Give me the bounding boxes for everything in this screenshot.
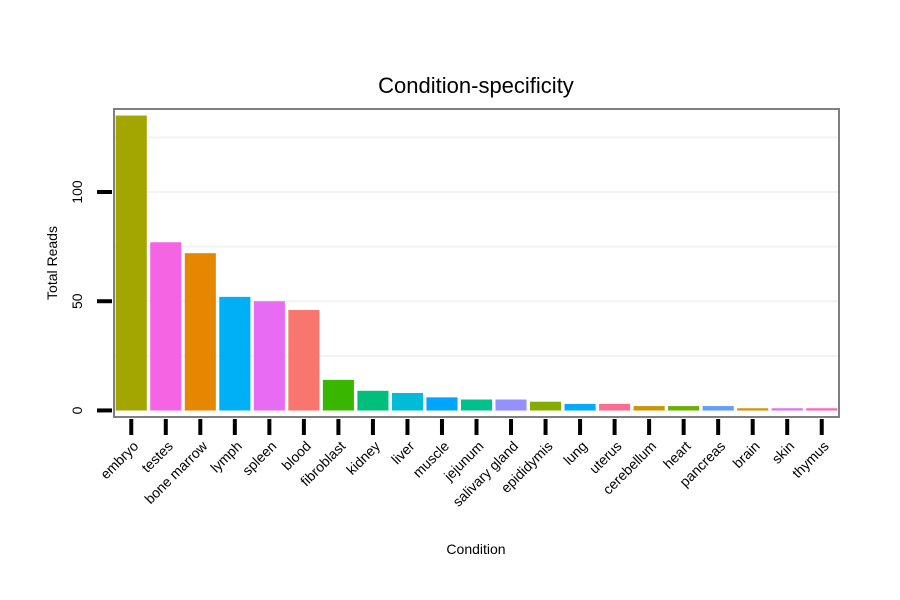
x-tick-label: embryo [97, 438, 141, 482]
bar-heart [668, 406, 700, 411]
bar-lung [564, 403, 596, 411]
y-tick-label: 0 [69, 406, 85, 414]
bar-lymph [219, 296, 251, 411]
y-tick-label: 100 [69, 180, 85, 204]
bar-cerebellum [633, 406, 665, 411]
bar-uterus [599, 403, 631, 411]
chart-title: Condition-specificity [378, 73, 574, 98]
bar-liver [391, 392, 423, 411]
bar-blood [288, 309, 320, 411]
bars [115, 115, 838, 411]
bar-jejunum [460, 399, 493, 411]
x-tick-label: spleen [239, 438, 279, 478]
bar-muscle [426, 397, 458, 411]
y-tick-label: 50 [69, 293, 85, 309]
bar-embryo [115, 115, 147, 411]
bar-spleen [253, 301, 285, 411]
bar-fibroblast [322, 379, 354, 411]
x-tick-label: lymph [207, 438, 245, 476]
x-tick-label: thymus [789, 438, 832, 481]
bar-brain [737, 408, 769, 411]
x-tick-label: lung [560, 438, 590, 468]
bar-kidney [357, 390, 389, 411]
x-tick-label: kidney [343, 438, 383, 478]
plot-panel-border [113, 108, 840, 418]
x-tick-label: skin [768, 438, 797, 467]
x-axis-title: Condition [446, 541, 505, 557]
bar-skin [771, 408, 803, 411]
bar-thymus [806, 408, 838, 411]
y-axis-title: Total Reads [44, 226, 60, 300]
bar-salivary-gland [495, 399, 527, 411]
bar-testes [150, 242, 182, 411]
x-tick-label: liver [388, 438, 418, 468]
bar-pancreas [702, 406, 734, 411]
y-axis: 0 50 100 [69, 180, 112, 414]
bar-epididymis [530, 401, 562, 411]
bar-bone-marrow [184, 253, 216, 411]
x-tick-label: brain [729, 438, 762, 471]
